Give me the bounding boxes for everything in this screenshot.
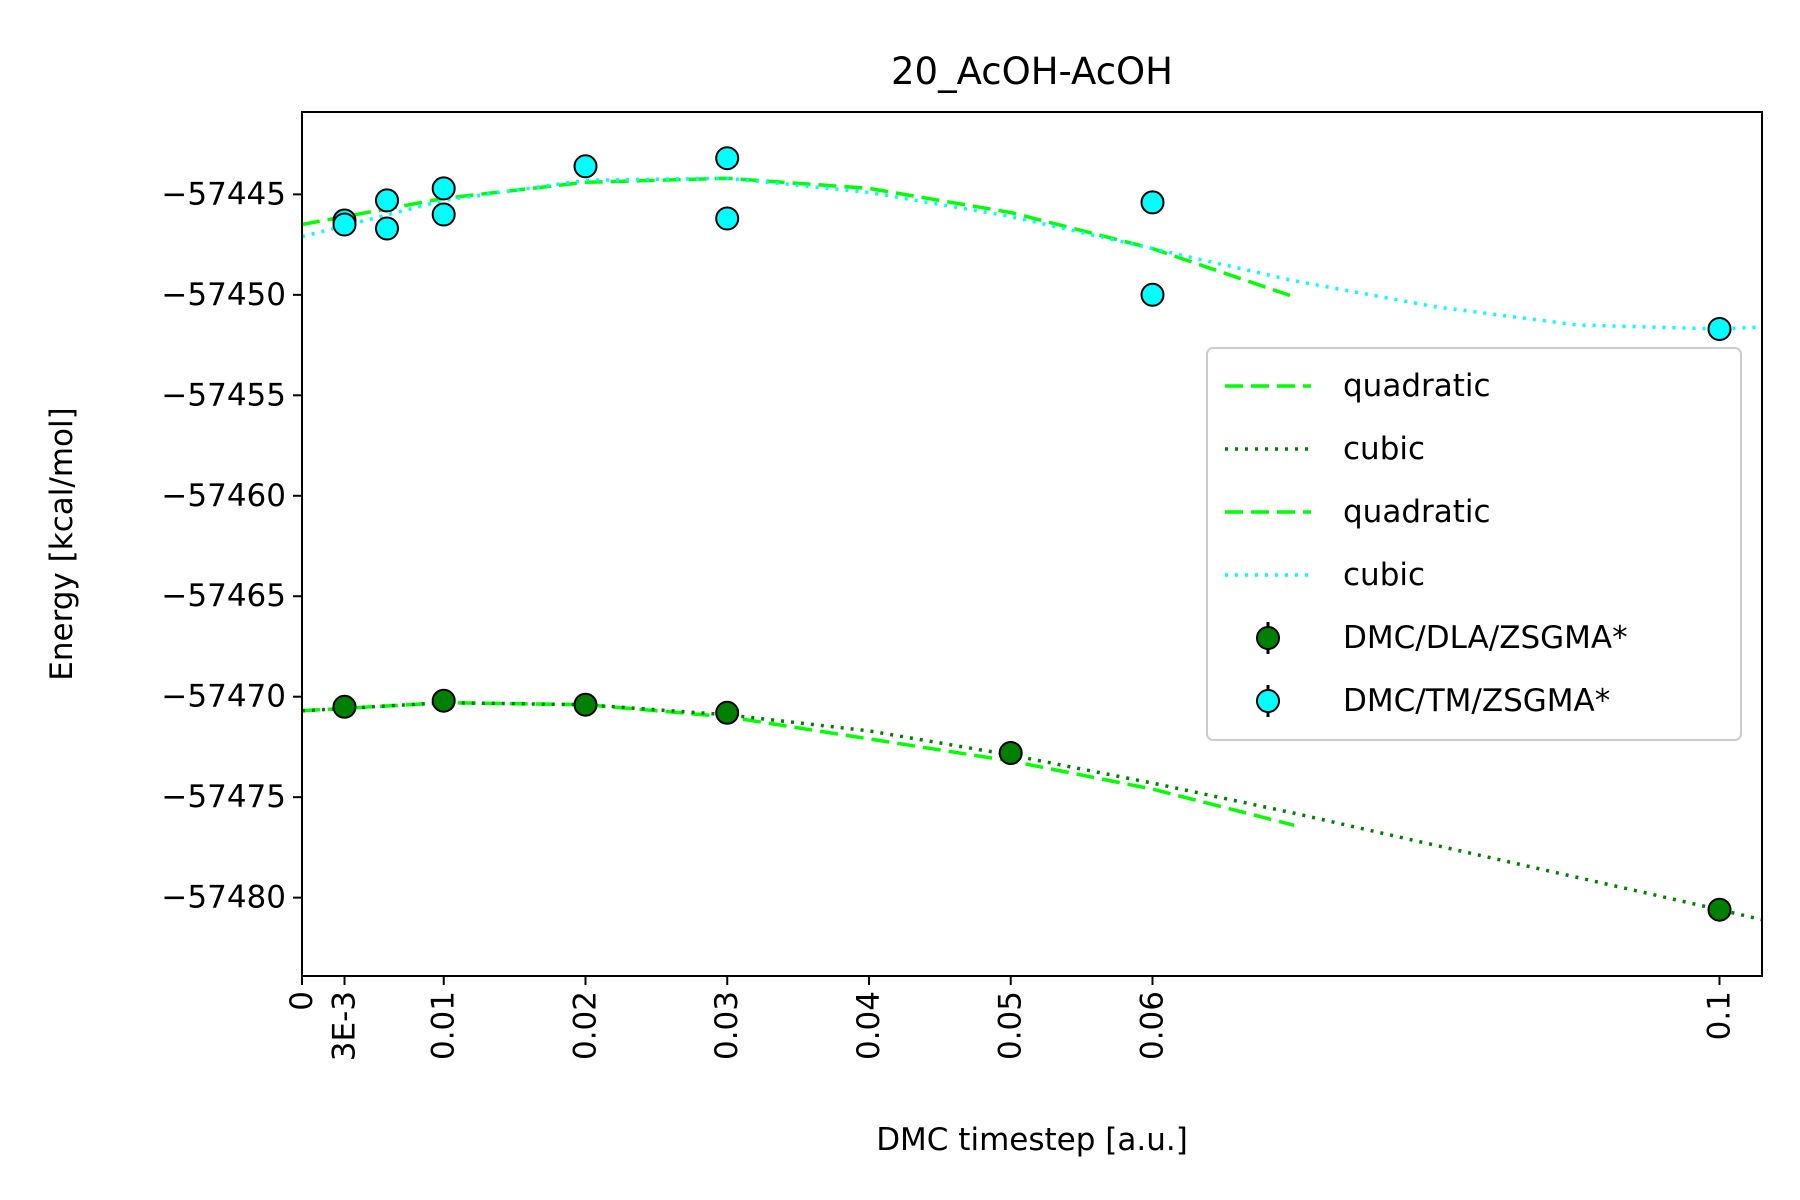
data-point-0-0 <box>332 694 357 719</box>
y-tick-label: −57460 <box>161 478 286 514</box>
x-axis-label: DMC timestep [a.u.] <box>876 1122 1188 1158</box>
data-point-1-7 <box>715 146 740 171</box>
plot-frame <box>301 111 1763 977</box>
y-tick-label: −57450 <box>161 277 286 313</box>
data-point-1-8 <box>715 206 740 231</box>
data-point-1-11 <box>1707 317 1732 341</box>
data-point-0-2 <box>573 692 598 717</box>
data-point-1-1 <box>332 212 357 237</box>
legend-box <box>1206 347 1742 741</box>
y-tick-label: −57465 <box>161 578 286 614</box>
x-tick-label: 0.02 <box>568 991 604 1060</box>
data-point-1-6 <box>573 154 598 179</box>
x-axis: 0 3E-3 0.01 0.02 0.03 0.04 0.05 0.06 0.1 <box>284 976 1738 1061</box>
x-tick-label: 0.01 <box>426 991 462 1060</box>
y-axis: −57445 −57450 −57455 −57460 −57465 −57470 −574… <box>161 176 302 916</box>
x-tick-label: 0.03 <box>709 991 745 1060</box>
y-tick-label: −57475 <box>161 779 286 815</box>
fit-lines <box>301 176 1763 922</box>
y-tick-label: −57445 <box>161 176 286 212</box>
fit-line-cubic-3 <box>301 700 1763 922</box>
legend-label-0: quadratic <box>1343 368 1491 404</box>
data-point-1-5 <box>431 202 456 227</box>
y-tick-label: −57480 <box>161 880 286 916</box>
x-tick-label: 0.1 <box>1702 991 1738 1040</box>
x-tick-label: 0.05 <box>993 991 1029 1060</box>
x-tick-label: 0.04 <box>851 991 887 1060</box>
y-tick-label: −57455 <box>161 377 286 413</box>
data-point-0-4 <box>998 741 1023 765</box>
data-point-1-2 <box>375 188 399 213</box>
data-point-1-9 <box>1140 190 1165 215</box>
y-axis-label: Energy [kcal/mol] <box>44 407 80 680</box>
fit-line-cubic-5 <box>301 176 1763 331</box>
x-tick-label: 0 <box>284 991 320 1011</box>
data-point-1-4 <box>431 176 456 201</box>
legend-marker-5 <box>1256 689 1280 713</box>
x-tick-label: 3E-3 <box>327 991 363 1061</box>
x-tick-label: 0.06 <box>1135 991 1171 1060</box>
data-point-0-3 <box>715 700 740 725</box>
y-tick-label: −57470 <box>161 679 286 715</box>
chart-title: 20_AcOH-AcOH <box>891 50 1173 93</box>
data-point-1-3 <box>375 216 399 241</box>
legend-label-3: cubic <box>1343 557 1425 593</box>
legend-marker-4 <box>1256 626 1280 650</box>
data-point-0-5 <box>1707 897 1732 922</box>
legend-label-1: cubic <box>1343 431 1425 467</box>
legend-label-5: DMC/TM/ZSGMA* <box>1343 683 1610 719</box>
fit-line-quadratic-2 <box>301 700 1295 827</box>
data-point-1-10 <box>1140 282 1165 307</box>
data-points <box>332 146 1732 922</box>
legend: quadratic cubic quadratic cubic DMC/DLA/ZSGM… <box>1206 347 1742 741</box>
legend-label-4: DMC/DLA/ZSGMA* <box>1343 620 1628 656</box>
legend-label-2: quadratic <box>1343 494 1491 530</box>
data-point-0-1 <box>431 688 456 713</box>
